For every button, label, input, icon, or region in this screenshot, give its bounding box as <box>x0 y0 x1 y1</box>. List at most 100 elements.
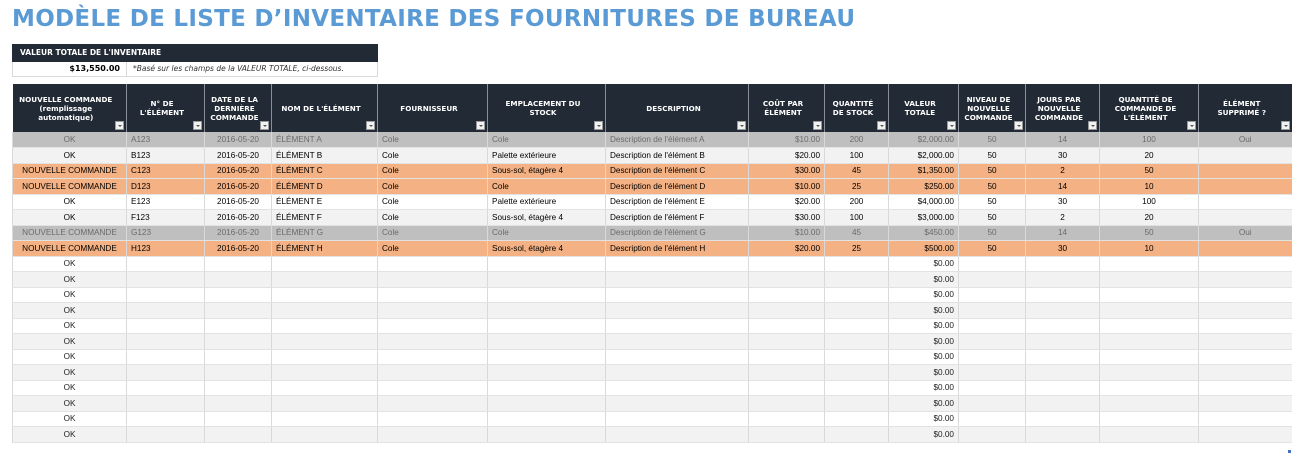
stock-quantity-cell[interactable] <box>824 256 889 272</box>
item-name-cell[interactable]: ÉLÉMENT B <box>271 147 378 164</box>
item-name-cell[interactable] <box>271 364 378 381</box>
reorder-level-cell[interactable]: 50 <box>958 240 1026 257</box>
reorder-quantity-cell[interactable] <box>1099 364 1199 381</box>
stock-quantity-cell[interactable]: 200 <box>824 194 889 210</box>
reorder-quantity-cell[interactable] <box>1099 302 1199 319</box>
reorder-quantity-cell[interactable]: 100 <box>1099 132 1199 148</box>
filter-dropdown-icon[interactable] <box>737 121 746 130</box>
description-cell[interactable] <box>605 302 749 319</box>
last-order-date-cell[interactable] <box>204 302 272 319</box>
days-per-reorder-cell[interactable]: 30 <box>1025 240 1100 257</box>
total-value-cell[interactable]: $2,000.00 <box>888 132 959 148</box>
cost-per-item-cell[interactable]: $10.00 <box>748 132 825 148</box>
days-per-reorder-cell[interactable]: 2 <box>1025 163 1100 179</box>
stock-location-cell[interactable] <box>487 426 606 443</box>
new-order-cell[interactable]: OK <box>12 256 127 272</box>
item-number-cell[interactable] <box>126 411 205 427</box>
cost-per-item-cell[interactable]: $30.00 <box>748 209 825 226</box>
last-order-date-cell[interactable] <box>204 287 272 303</box>
last-order-date-cell[interactable] <box>204 349 272 365</box>
total-value-cell[interactable]: $250.00 <box>888 178 959 195</box>
reorder-level-cell[interactable] <box>958 349 1026 365</box>
description-cell[interactable]: Description de l'élément B <box>605 147 749 164</box>
reorder-level-cell[interactable] <box>958 364 1026 381</box>
stock-quantity-cell[interactable] <box>824 271 889 288</box>
new-order-cell[interactable]: OK <box>12 380 127 396</box>
description-cell[interactable]: Description de l'élément A <box>605 132 749 148</box>
days-per-reorder-cell[interactable] <box>1025 395 1100 412</box>
total-value-cell[interactable]: $0.00 <box>888 426 959 443</box>
days-per-reorder-cell[interactable] <box>1025 411 1100 427</box>
item-number-cell[interactable] <box>126 426 205 443</box>
last-order-date-cell[interactable] <box>204 411 272 427</box>
item-number-cell[interactable]: E123 <box>126 194 205 210</box>
days-per-reorder-cell[interactable] <box>1025 287 1100 303</box>
cost-per-item-cell[interactable]: $10.00 <box>748 178 825 195</box>
stock-quantity-cell[interactable]: 25 <box>824 240 889 257</box>
filter-dropdown-icon[interactable] <box>1280 121 1290 130</box>
supplier-cell[interactable] <box>377 302 488 319</box>
cost-per-item-cell[interactable] <box>748 426 825 443</box>
days-per-reorder-cell[interactable]: 14 <box>1025 132 1100 148</box>
item-number-cell[interactable] <box>126 271 205 288</box>
item-deleted-cell[interactable] <box>1198 271 1292 288</box>
last-order-date-cell[interactable] <box>204 380 272 396</box>
supplier-cell[interactable] <box>377 333 488 350</box>
item-deleted-cell[interactable] <box>1198 178 1292 195</box>
last-order-date-cell[interactable] <box>204 364 272 381</box>
total-value-cell[interactable]: $0.00 <box>888 287 959 303</box>
cost-per-item-cell[interactable] <box>748 302 825 319</box>
days-per-reorder-cell[interactable] <box>1025 302 1100 319</box>
reorder-quantity-cell[interactable] <box>1099 395 1199 412</box>
stock-quantity-cell[interactable] <box>824 364 889 381</box>
reorder-quantity-cell[interactable]: 10 <box>1099 178 1199 195</box>
item-name-cell[interactable]: ÉLÉMENT A <box>271 132 378 148</box>
stock-location-cell[interactable]: Cole <box>487 178 606 195</box>
total-value-cell[interactable]: $0.00 <box>888 411 959 427</box>
item-number-cell[interactable] <box>126 287 205 303</box>
stock-quantity-cell[interactable] <box>824 302 889 319</box>
last-order-date-cell[interactable] <box>204 318 272 334</box>
item-deleted-cell[interactable] <box>1198 318 1292 334</box>
new-order-cell[interactable]: OK <box>12 271 127 288</box>
item-name-cell[interactable]: ÉLÉMENT G <box>271 225 378 241</box>
stock-location-cell[interactable]: Cole <box>487 225 606 241</box>
description-cell[interactable] <box>605 287 749 303</box>
item-deleted-cell[interactable]: Oui <box>1198 132 1292 148</box>
cost-per-item-cell[interactable] <box>748 380 825 396</box>
reorder-quantity-cell[interactable] <box>1099 287 1199 303</box>
reorder-level-cell[interactable]: 50 <box>958 225 1026 241</box>
total-value-cell[interactable]: $0.00 <box>888 333 959 350</box>
supplier-cell[interactable]: Cole <box>377 194 488 210</box>
filter-dropdown-icon[interactable] <box>260 121 269 130</box>
new-order-cell[interactable]: OK <box>12 302 127 319</box>
new-order-cell[interactable]: OK <box>12 132 127 148</box>
item-number-cell[interactable] <box>126 256 205 272</box>
item-name-cell[interactable]: ÉLÉMENT D <box>271 178 378 195</box>
total-value-cell[interactable]: $500.00 <box>888 240 959 257</box>
total-value-cell[interactable]: $450.00 <box>888 225 959 241</box>
supplier-cell[interactable]: Cole <box>377 225 488 241</box>
days-per-reorder-cell[interactable]: 30 <box>1025 194 1100 210</box>
reorder-level-cell[interactable]: 50 <box>958 132 1026 148</box>
reorder-quantity-cell[interactable]: 100 <box>1099 194 1199 210</box>
cost-per-item-cell[interactable] <box>748 287 825 303</box>
reorder-level-cell[interactable] <box>958 287 1026 303</box>
new-order-cell[interactable]: OK <box>12 209 127 226</box>
stock-location-cell[interactable] <box>487 364 606 381</box>
reorder-level-cell[interactable] <box>958 426 1026 443</box>
reorder-level-cell[interactable] <box>958 380 1026 396</box>
item-number-cell[interactable]: H123 <box>126 240 205 257</box>
days-per-reorder-cell[interactable] <box>1025 318 1100 334</box>
last-order-date-cell[interactable]: 2016-05-20 <box>204 178 272 195</box>
stock-location-cell[interactable] <box>487 256 606 272</box>
days-per-reorder-cell[interactable] <box>1025 364 1100 381</box>
filter-dropdown-icon[interactable] <box>594 121 603 130</box>
reorder-quantity-cell[interactable] <box>1099 349 1199 365</box>
total-value-cell[interactable]: $2,000.00 <box>888 147 959 164</box>
item-name-cell[interactable] <box>271 411 378 427</box>
reorder-quantity-cell[interactable]: 50 <box>1099 225 1199 241</box>
filter-dropdown-icon[interactable] <box>193 121 202 130</box>
reorder-quantity-cell[interactable] <box>1099 318 1199 334</box>
stock-quantity-cell[interactable] <box>824 411 889 427</box>
